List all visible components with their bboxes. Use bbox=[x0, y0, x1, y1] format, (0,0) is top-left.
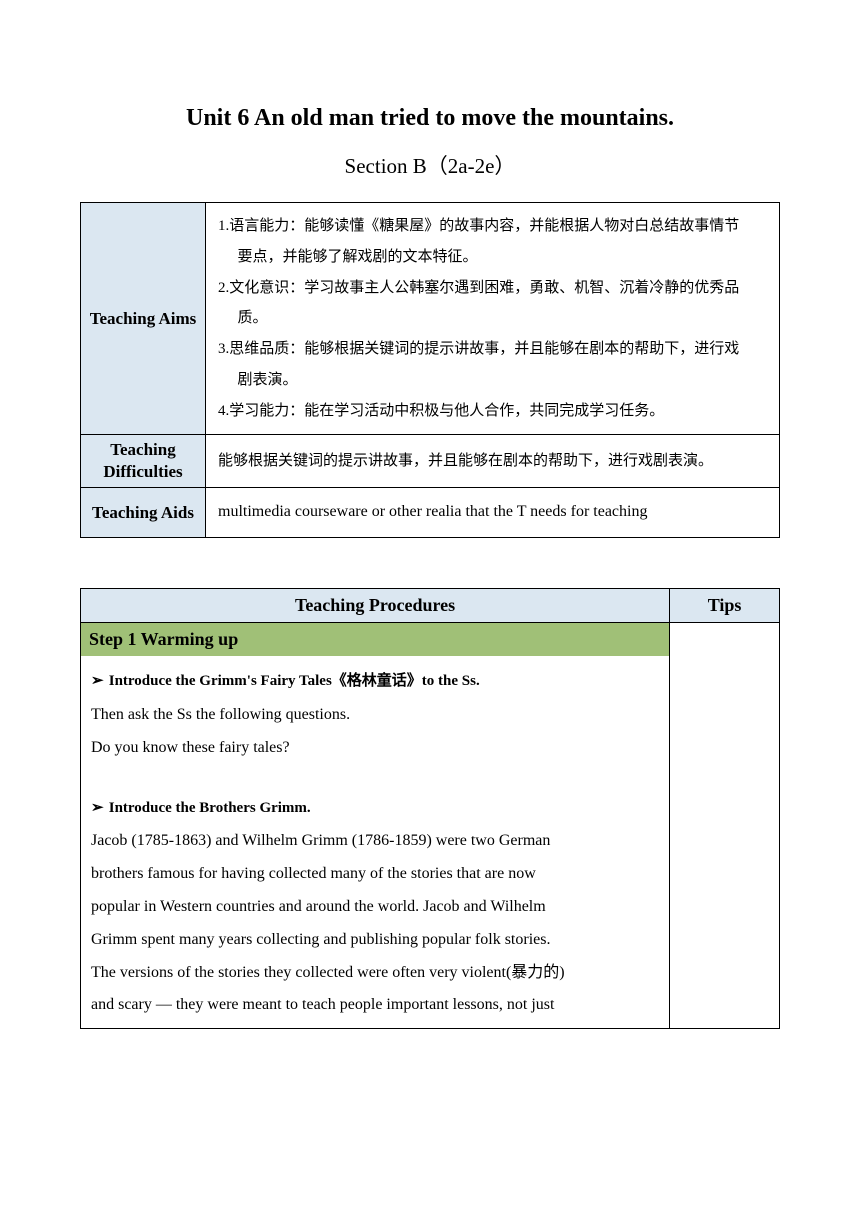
teaching-aids-label: Teaching Aids bbox=[81, 488, 206, 538]
bullet-text: Introduce the Grimm's Fairy Tales《格林童话》t… bbox=[109, 673, 480, 689]
procedures-table: Teaching Procedures Tips Step 1 Warming … bbox=[80, 588, 780, 1029]
aim-item: 2.文化意识：学习故事主人公韩塞尔遇到困难，勇敢、机智、沉着冷静的优秀品 bbox=[218, 273, 769, 304]
aim-item: 质。 bbox=[218, 303, 769, 334]
aim-item: 1.语言能力：能够读懂《糖果屋》的故事内容，并能根据人物对白总结故事情节 bbox=[218, 211, 769, 242]
content-line: Then ask the Ss the following questions. bbox=[91, 699, 659, 732]
spacer bbox=[91, 765, 659, 793]
arrow-icon: ➢ bbox=[91, 793, 105, 824]
aim-item: 4.学习能力：能在学习活动中积极与他人合作，共同完成学习任务。 bbox=[218, 396, 769, 427]
page-title: Unit 6 An old man tried to move the moun… bbox=[80, 105, 780, 132]
bullet-text: Introduce the Brothers Grimm. bbox=[109, 800, 311, 816]
table-row: Step 1 Warming up ➢ Introduce the Grimm'… bbox=[81, 623, 780, 1029]
content-line: Jacob (1785-1863) and Wilhelm Grimm (178… bbox=[91, 825, 659, 858]
teaching-difficulties-label: Teaching Difficulties bbox=[81, 435, 206, 488]
teaching-aims-content: 1.语言能力：能够读懂《糖果屋》的故事内容，并能根据人物对白总结故事情节 要点，… bbox=[206, 203, 780, 435]
aim-item: 剧表演。 bbox=[218, 365, 769, 396]
step-header: Step 1 Warming up bbox=[81, 623, 669, 656]
table-row: Teaching Difficulties 能够根据关键词的提示讲故事，并且能够… bbox=[81, 435, 780, 488]
arrow-icon: ➢ bbox=[91, 666, 105, 697]
procedures-content: ➢ Introduce the Grimm's Fairy Tales《格林童话… bbox=[81, 656, 669, 1028]
tips-cell bbox=[670, 623, 780, 1029]
bullet-item: ➢ Introduce the Brothers Grimm. bbox=[91, 793, 659, 824]
aim-item: 要点，并能够了解戏剧的文本特征。 bbox=[218, 242, 769, 273]
procedures-header: Teaching Procedures bbox=[81, 589, 670, 623]
bullet-item: ➢ Introduce the Grimm's Fairy Tales《格林童话… bbox=[91, 666, 659, 697]
procedures-cell: Step 1 Warming up ➢ Introduce the Grimm'… bbox=[81, 623, 670, 1029]
tips-header: Tips bbox=[670, 589, 780, 623]
table-row: Teaching Aims 1.语言能力：能够读懂《糖果屋》的故事内容，并能根据… bbox=[81, 203, 780, 435]
aim-item: 3.思维品质：能够根据关键词的提示讲故事，并且能够在剧本的帮助下，进行戏 bbox=[218, 334, 769, 365]
content-line: and scary — they were meant to teach peo… bbox=[91, 989, 659, 1022]
content-line: popular in Western countries and around … bbox=[91, 891, 659, 924]
teaching-aims-label: Teaching Aims bbox=[81, 203, 206, 435]
table-header-row: Teaching Procedures Tips bbox=[81, 589, 780, 623]
aids-text: multimedia courseware or other realia th… bbox=[218, 503, 647, 520]
content-line: Do you know these fairy tales? bbox=[91, 732, 659, 765]
info-table: Teaching Aims 1.语言能力：能够读懂《糖果屋》的故事内容，并能根据… bbox=[80, 202, 780, 538]
teaching-aids-content: multimedia courseware or other realia th… bbox=[206, 488, 780, 538]
page-subtitle: Section B（2a-2e） bbox=[80, 150, 780, 180]
content-line: The versions of the stories they collect… bbox=[91, 957, 659, 990]
content-line: brothers famous for having collected man… bbox=[91, 858, 659, 891]
content-line: Grimm spent many years collecting and pu… bbox=[91, 924, 659, 957]
teaching-difficulties-content: 能够根据关键词的提示讲故事，并且能够在剧本的帮助下，进行戏剧表演。 bbox=[206, 435, 780, 488]
table-row: Teaching Aids multimedia courseware or o… bbox=[81, 488, 780, 538]
